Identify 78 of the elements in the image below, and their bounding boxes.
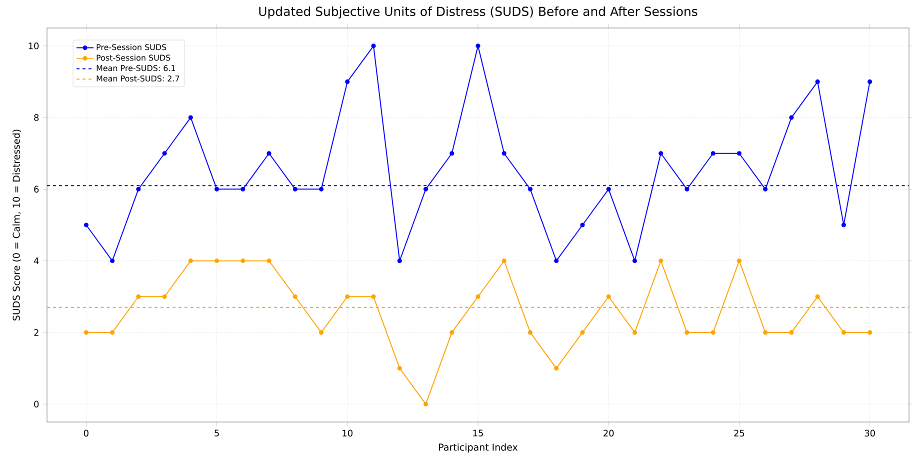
point (632, 258, 638, 264)
point (371, 294, 376, 299)
point (789, 330, 794, 335)
point (502, 151, 506, 156)
point (658, 258, 664, 264)
point (110, 330, 115, 335)
point (136, 186, 141, 192)
point (292, 186, 298, 192)
point (841, 330, 846, 335)
x-tick-label: 20 (604, 430, 614, 437)
point (371, 44, 376, 48)
point (528, 186, 533, 192)
point (214, 186, 220, 192)
point (868, 79, 872, 84)
point (868, 330, 872, 335)
point (188, 115, 193, 120)
point (162, 294, 167, 299)
point (423, 186, 428, 192)
point (658, 151, 664, 156)
point (476, 44, 480, 48)
point (397, 366, 402, 371)
x-tick-label: 25 (734, 430, 744, 437)
point (162, 151, 167, 156)
point (292, 294, 298, 299)
point (450, 330, 454, 335)
point (710, 151, 716, 156)
point (632, 330, 638, 335)
y-tick-label: 6 (34, 186, 39, 193)
point (397, 258, 402, 264)
y-tick-label: 10 (28, 42, 39, 50)
x-axis-title: Participant Index (439, 443, 518, 453)
point (345, 294, 350, 299)
point (815, 79, 820, 84)
point (684, 330, 690, 335)
point (684, 186, 690, 192)
point (450, 151, 454, 156)
point (606, 186, 611, 192)
point (214, 258, 220, 264)
point (188, 258, 193, 264)
point (136, 294, 141, 299)
point (789, 115, 794, 120)
point (736, 258, 742, 264)
point (266, 258, 272, 264)
point (710, 330, 716, 335)
x-tick-label: 0 (84, 430, 88, 437)
y-tick-label: 0 (34, 400, 39, 408)
point (423, 402, 428, 406)
point (528, 330, 533, 335)
y-axis-title: SUDS Score (0 = Calm, 10 = Distressed) (12, 130, 21, 320)
point (345, 79, 350, 84)
point (240, 258, 246, 264)
point (110, 258, 115, 264)
point (554, 366, 559, 371)
point (763, 186, 768, 192)
point (841, 222, 846, 228)
y-tick-label: 2 (34, 329, 38, 336)
point (240, 186, 246, 192)
point (606, 294, 611, 299)
point (580, 330, 585, 335)
point (554, 258, 559, 264)
point (763, 330, 768, 335)
point (84, 222, 88, 228)
point (318, 186, 324, 192)
point (736, 151, 742, 156)
point (476, 294, 480, 299)
x-tick-label: 30 (864, 430, 875, 437)
x-tick-label: 15 (473, 430, 483, 436)
x-tick-label: 10 (342, 430, 353, 437)
y-tick-label: 8 (34, 114, 39, 121)
x-tick-label: 5 (214, 430, 219, 436)
chart-title: Updated Subjective Units of Distress (SUDS) Before and After Sessions (259, 6, 698, 18)
y-tick-label: 4 (34, 258, 39, 264)
point (266, 151, 272, 156)
point (580, 222, 585, 228)
point (502, 258, 506, 264)
point (318, 330, 324, 335)
point (815, 294, 820, 299)
point (84, 330, 88, 335)
